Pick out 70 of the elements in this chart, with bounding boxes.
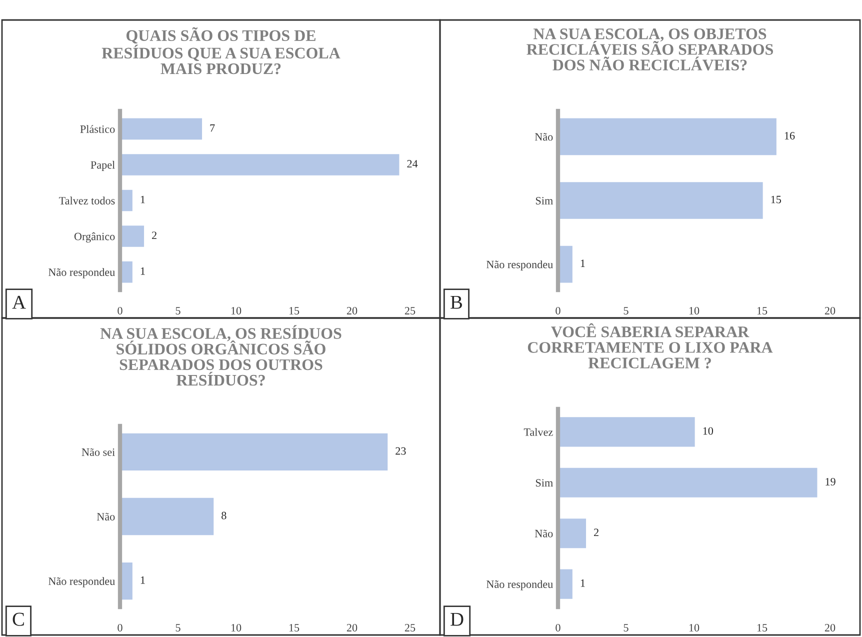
data-label: 23 — [396, 447, 406, 455]
bar — [120, 118, 202, 140]
y-tick-label: Papel — [90, 160, 115, 171]
y-tick-label: Talvez todos — [59, 196, 115, 204]
data-label: 19 — [826, 478, 836, 486]
y-tick-label: Sim — [536, 479, 553, 487]
bar — [558, 518, 586, 548]
x-tick-label: 20 — [346, 306, 358, 314]
y-tick-label: Não respondeu — [486, 260, 553, 271]
chart-title: QUAIS SÃO OS TIPOS DE RESÍDUOS QUE A SUA ESCOLA MAIS PRODUZ? — [102, 27, 340, 74]
x-tick-label: 20 — [824, 306, 836, 314]
chart-title: NA SUA ESCOLA, OS RESÍDUOS SÓLIDOS ORGÂNICOS SÃO SEPARADOS DOS OUTROS RESÍDUOS? — [100, 325, 342, 386]
data-label: 16 — [784, 132, 795, 140]
x-tick-label: 5 — [176, 307, 180, 314]
x-tick-label: 0 — [118, 306, 122, 314]
bar — [120, 498, 214, 536]
y-tick-label: Não respondeu — [48, 577, 115, 588]
text: A — [12, 296, 26, 309]
x-tick-label: 10 — [231, 306, 242, 314]
y-tick-label: Orgânico — [74, 232, 115, 243]
y-tick-label: Sim — [536, 196, 553, 204]
data-label: 8 — [222, 512, 226, 520]
text: D — [450, 612, 464, 626]
data-label: 2 — [594, 528, 598, 536]
bar — [558, 118, 776, 156]
bar — [120, 154, 400, 176]
data-label: 1 — [140, 576, 145, 584]
chart-title: VOCÊ SABERIA SEPARAR CORRETAMENTE O LIXO PARA RECICLAGEM ? — [528, 323, 773, 368]
x-tick-label: 5 — [176, 624, 180, 632]
text: C — [12, 612, 24, 626]
y-tick-label: Não — [534, 530, 553, 538]
data-label: 1 — [580, 260, 585, 267]
chart-title: NA SUA ESCOLA, OS OBJETOS RECICLÁVEIS SÃO SEPARADOS DOS NÃO RECICLÁVEIS? — [526, 28, 773, 71]
data-label: 7 — [210, 124, 215, 132]
bar — [558, 468, 818, 498]
data-label: 1 — [140, 267, 145, 275]
x-tick-label: 20 — [346, 624, 358, 632]
y-tick-label: Talvez — [524, 428, 553, 436]
x-tick-label: 10 — [689, 306, 700, 314]
x-tick-label: 0 — [556, 306, 560, 314]
x-tick-label: 5 — [624, 624, 628, 632]
bar — [120, 433, 388, 471]
text: B — [450, 296, 462, 309]
x-tick-label: 0 — [118, 624, 122, 632]
bar — [558, 182, 763, 219]
x-tick-label: 25 — [404, 624, 416, 632]
x-tick-label: 15 — [757, 624, 768, 632]
x-tick-label: 15 — [289, 624, 300, 632]
y-tick-label: Não — [96, 512, 115, 520]
data-label: 10 — [703, 427, 714, 435]
x-tick-label: 10 — [231, 624, 242, 632]
x-tick-label: 10 — [689, 624, 700, 632]
y-tick-label: Não — [534, 133, 553, 141]
x-tick-label: 25 — [404, 307, 416, 314]
data-label: 24 — [407, 160, 418, 168]
x-tick-label: 5 — [624, 307, 628, 314]
bar — [120, 226, 144, 247]
bar — [558, 417, 695, 447]
y-tick-label: Não respondeu — [486, 580, 553, 590]
x-tick-label: 20 — [824, 624, 836, 632]
data-label: 1 — [580, 579, 585, 587]
data-label: 2 — [152, 232, 156, 239]
x-tick-label: 15 — [757, 307, 768, 314]
y-tick-label: Não sei — [82, 448, 115, 456]
x-tick-label: 15 — [289, 307, 300, 314]
x-tick-label: 0 — [556, 624, 560, 632]
y-tick-label: Plástico — [80, 125, 115, 133]
data-label: 1 — [140, 196, 145, 204]
data-label: 15 — [771, 196, 782, 204]
y-tick-label: Não respondeu — [48, 268, 115, 278]
